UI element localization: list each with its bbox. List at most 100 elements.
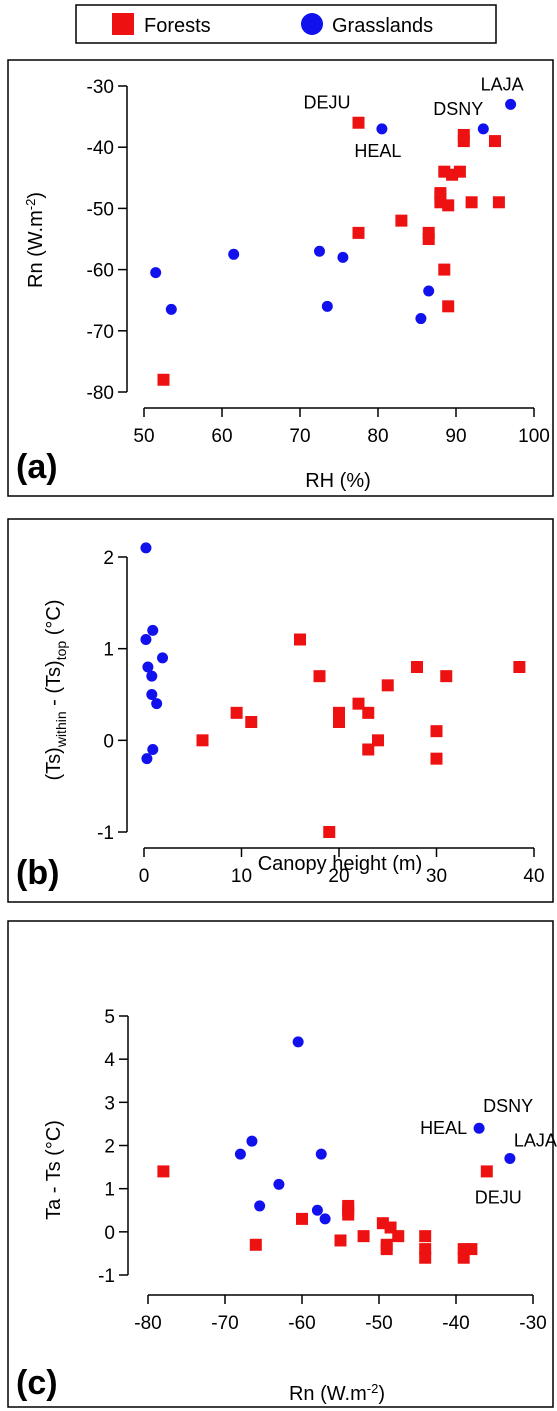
panel-c-grass-point <box>311 1204 323 1216</box>
panel-b-grass-point <box>140 542 152 554</box>
panel-b-y-tick-label: 1 <box>103 640 114 661</box>
panel-c-grass-point <box>504 1152 516 1164</box>
panel-a-forest-point <box>453 165 466 178</box>
panel-b-forest-point <box>362 743 375 756</box>
panel-a-frame <box>7 59 554 497</box>
panel-a-forest-point <box>442 199 455 212</box>
panel-b-forest-point <box>411 661 423 673</box>
panel-c-grass-point <box>292 1036 304 1048</box>
panel-a-forest-point <box>465 196 478 209</box>
panel-a-grass-point <box>321 300 333 312</box>
panel-b-forest-point <box>430 752 443 765</box>
panel-a-site-label: LAJA <box>481 74 524 94</box>
panel-c-grass-point <box>254 1200 266 1212</box>
panel-a-y-tick-label: -70 <box>87 322 114 343</box>
panel-c-y-tick-label: 2 <box>104 1137 115 1158</box>
legend-grass-label: Grasslands <box>332 15 433 37</box>
panel-c-site-label: LAJA <box>514 1130 557 1150</box>
panel-c-y-tick-label: -1 <box>98 1266 115 1287</box>
panel-a-grass-point <box>376 123 388 135</box>
panel-c-forest-point <box>334 1234 347 1247</box>
panel-c-site-label: DSNY <box>483 1096 533 1116</box>
panel-c-x-tick-label: -60 <box>288 1313 315 1334</box>
panel-a-y-tick-label: -80 <box>87 383 114 404</box>
panel-b-x-tick-label: 0 <box>139 866 150 887</box>
panel-b-forest-point <box>381 679 394 692</box>
panel-c-forest-point <box>465 1243 478 1256</box>
panel-c-x-tick-label: -70 <box>211 1313 238 1334</box>
panel-c-ylabel: Ta - Ts (°C) <box>43 1120 65 1220</box>
panel-a-forest-point <box>395 214 408 227</box>
panel-c-y-tick-label: 0 <box>104 1223 115 1244</box>
legend-frame <box>75 4 497 44</box>
panel-a-y-tick-label: -50 <box>87 199 114 220</box>
panel-a-grass-point <box>314 245 325 257</box>
panel-c-y-tick-label: 3 <box>104 1093 115 1114</box>
panel-b-forest-point <box>230 706 243 719</box>
panel-c-forest-point <box>357 1230 370 1243</box>
panel-b-ylabel: (Ts)within - (Ts)top (°C) <box>43 599 69 780</box>
panel-a-xlabel: RH (%) <box>305 470 371 492</box>
panel-b-forest-point <box>333 706 345 719</box>
panel-b-grass-point <box>140 634 152 645</box>
panel-c-letter: (c) <box>16 1364 58 1402</box>
panel-b-letter: (b) <box>16 854 59 892</box>
panel-b-forest-point <box>294 633 306 646</box>
panel-a-x-tick-label: 70 <box>289 426 310 447</box>
panel-b-grass-point <box>147 624 159 636</box>
panel-c-x-tick-label: -50 <box>365 1313 392 1334</box>
panel-a-forest-point <box>489 135 501 148</box>
panel-a-x-tick-label: 50 <box>133 426 154 447</box>
panel-b-xlabel: Canopy height (m) <box>258 853 423 875</box>
panel-a-grass-point <box>165 303 177 315</box>
panel-a-x-tick-label: 100 <box>518 426 550 447</box>
panel-b-forest-point <box>362 706 375 719</box>
panel-b-grass-point <box>141 753 153 765</box>
legend-grass-marker <box>301 13 323 35</box>
panel-c-forest-point <box>157 1165 170 1178</box>
panel-a-forest-point <box>492 196 505 209</box>
panel-a-x-tick-label: 90 <box>445 426 466 447</box>
panel-b-forest-point <box>333 716 345 728</box>
panel-c-frame <box>7 920 554 1408</box>
legend-forest-label: Forests <box>144 15 211 37</box>
legend-forest-marker <box>112 13 134 35</box>
panel-a-y-tick-label: -40 <box>87 138 114 159</box>
panel-a-forest-point <box>157 373 170 386</box>
panel-a-grass-point <box>150 267 162 279</box>
panel-c-grass-point <box>234 1148 246 1160</box>
panel-c-x-tick-label: -80 <box>134 1313 161 1334</box>
panel-a-grass-point <box>228 248 240 260</box>
panel-c-x-tick-label: -40 <box>442 1313 469 1334</box>
panel-b-grass-point <box>146 689 158 700</box>
panel-b-forest-point <box>245 716 258 728</box>
panel-b-grass-point <box>157 652 169 664</box>
legend: Forests Grasslands <box>75 4 497 44</box>
panel-b-forest-point <box>352 697 365 710</box>
panel-b-forest-point <box>196 734 209 747</box>
panel-c-grass-point <box>473 1122 485 1134</box>
panel-b-grass-point <box>151 698 163 710</box>
panel-a-x-tick-label: 60 <box>211 426 232 447</box>
panel-b-forest-point <box>313 670 326 683</box>
panel-b-frame <box>7 518 554 903</box>
panel-a-forest-point <box>352 116 365 129</box>
panel-b-x-tick-label: 10 <box>231 866 252 887</box>
panel-a-grass-point <box>477 123 489 135</box>
panel-b-forest-point <box>323 826 336 838</box>
panel-c-forest-point <box>480 1165 493 1178</box>
panel-a-forest-point <box>457 135 470 148</box>
panel-c-y-tick-label: 4 <box>104 1050 115 1071</box>
panel-a-forest-point <box>352 226 365 239</box>
panel-a-grass-point <box>415 313 427 325</box>
plot-layer: 50 60 70 80 90 100-30-40-50-60-70-80DEJUHEALD… <box>87 74 557 1334</box>
panel-b-x-tick-label: 40 <box>523 866 544 887</box>
panel-a-forest-point <box>442 300 455 313</box>
panel-c-grass-point <box>246 1135 258 1147</box>
panel-c-forest-point <box>419 1230 432 1243</box>
panel-b-y-tick-label: 0 <box>103 731 114 752</box>
panel-c-x-tick-label: -30 <box>519 1313 546 1334</box>
panel-a-y-tick-label: -60 <box>87 261 114 282</box>
panel-c-forest-point <box>419 1251 432 1264</box>
panel-a-grass-point <box>505 98 517 110</box>
